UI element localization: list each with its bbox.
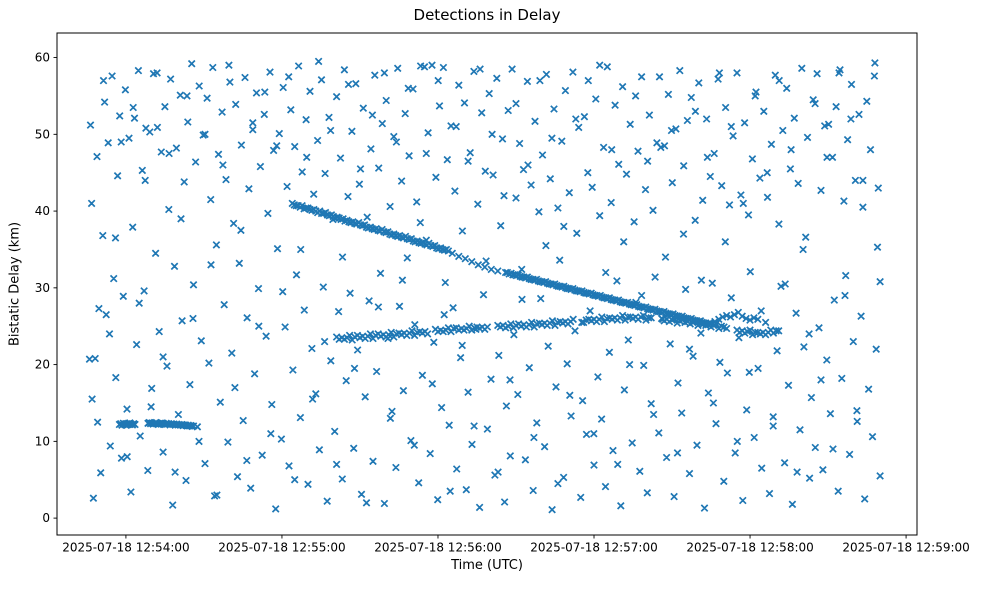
scatter-series-clutter	[85, 57, 884, 514]
x-tick-label: 2025-07-18 12:54:00	[62, 541, 189, 555]
x-tick-label: 2025-07-18 12:59:00	[842, 541, 969, 555]
plot-border	[56, 32, 918, 536]
y-tick-label: 10	[35, 434, 50, 448]
y-tick-label: 20	[35, 358, 50, 372]
y-tick-label: 40	[35, 204, 50, 218]
x-tick-label: 2025-07-18 12:57:00	[530, 541, 657, 555]
scatter-points-group	[85, 57, 884, 514]
y-tick-label: 60	[35, 51, 50, 65]
y-tick-label: 0	[42, 511, 50, 525]
scatter-series-track-descending-40-32	[288, 199, 502, 275]
x-axis-label: Time (UTC)	[451, 558, 523, 573]
y-tick-label: 30	[35, 281, 50, 295]
chart-title: Detections in Delay	[413, 6, 561, 24]
scatter-series-track-flat-25km	[332, 311, 783, 344]
x-tick-label: 2025-07-18 12:58:00	[686, 541, 813, 555]
scatter-series-track-12km	[115, 418, 198, 431]
y-tick-label: 50	[35, 127, 50, 141]
x-tick-label: 2025-07-18 12:56:00	[374, 541, 501, 555]
x-tick-label: 2025-07-18 12:55:00	[218, 541, 345, 555]
